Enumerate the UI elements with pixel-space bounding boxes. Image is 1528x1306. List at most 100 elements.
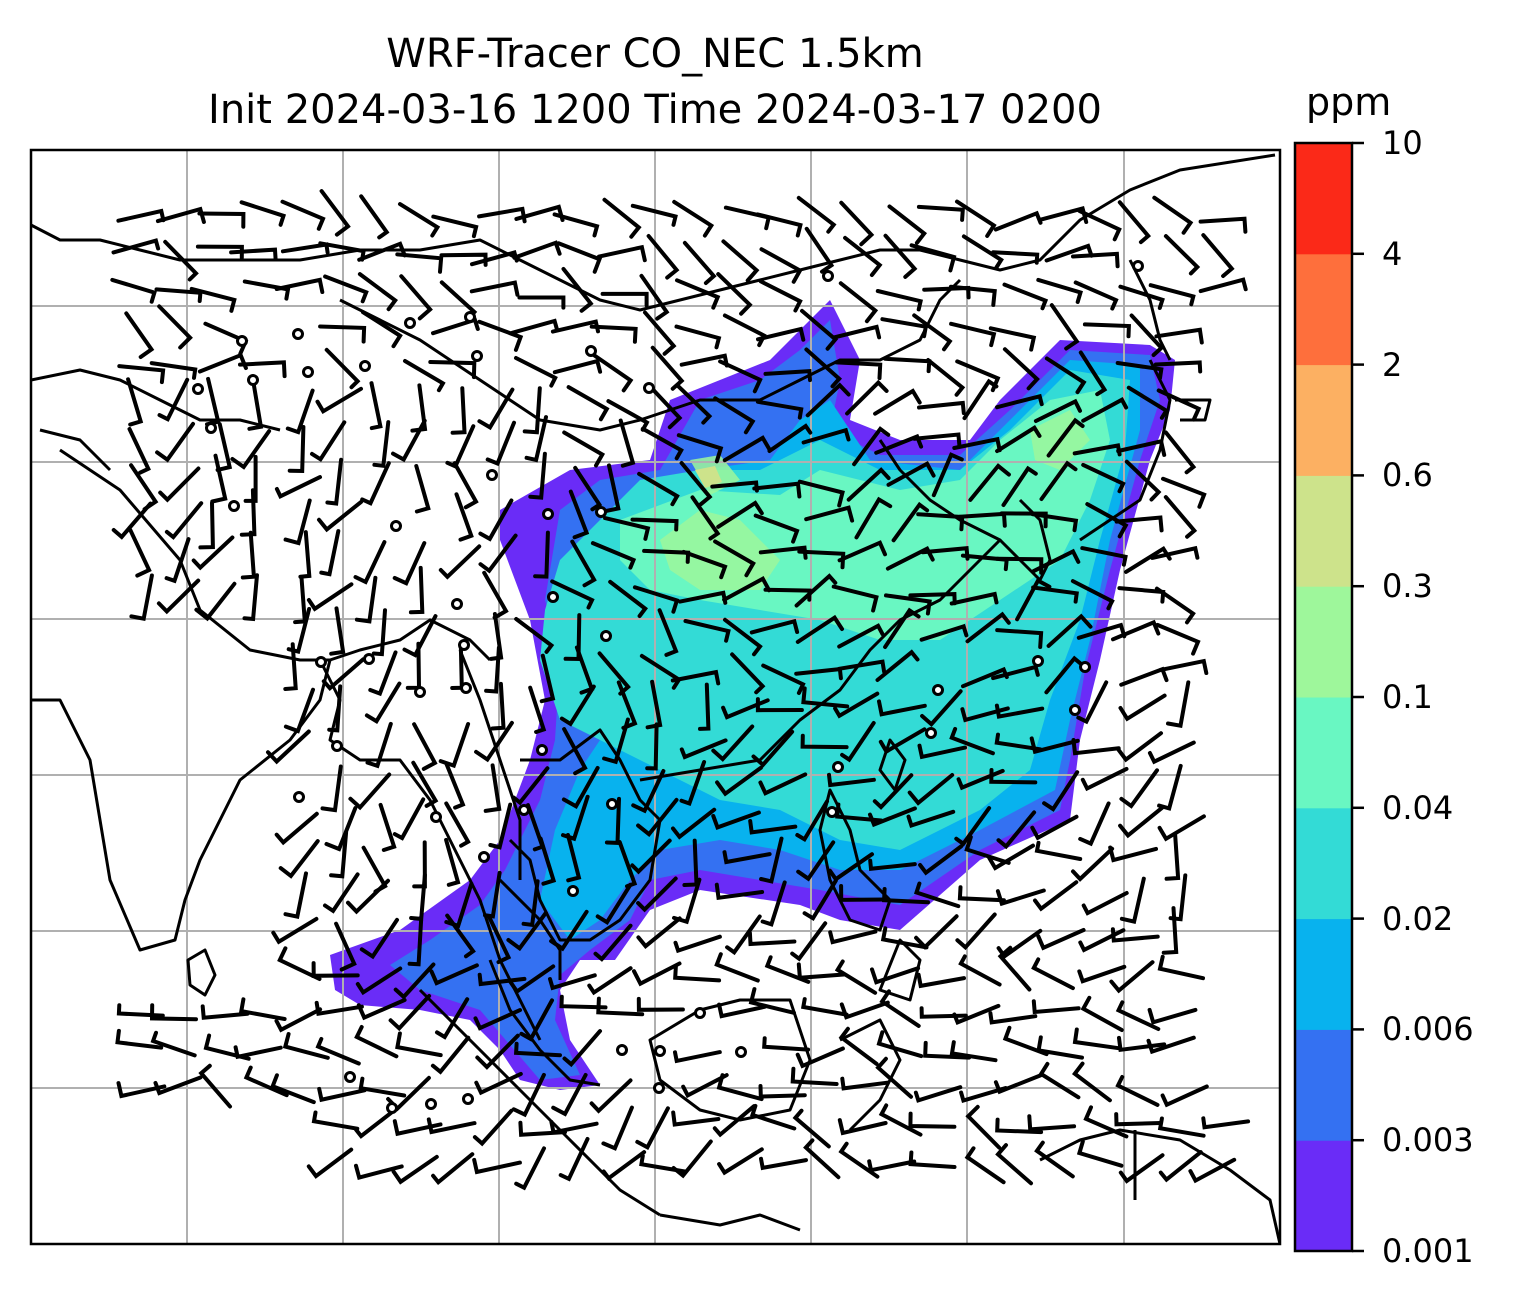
wind-barb <box>353 540 387 585</box>
wind-barb <box>913 1085 963 1103</box>
wind-barb <box>1111 619 1161 642</box>
wind-barb <box>758 279 803 313</box>
wind-barb <box>916 204 965 222</box>
colorbar-tick-label: 0.02 <box>1382 899 1454 938</box>
wind-barb <box>1038 206 1089 224</box>
wind-barb <box>636 916 682 950</box>
wind-barb <box>1117 200 1152 245</box>
plume-level-0.1 <box>660 410 1090 590</box>
wind-barb <box>157 304 193 350</box>
wind-barb <box>959 1086 1008 1103</box>
wind-barb <box>508 964 556 995</box>
calm-wind-marker <box>1079 661 1091 673</box>
wind-barb <box>603 463 621 514</box>
wind-barb <box>359 194 390 240</box>
wind-barb <box>752 481 802 499</box>
wind-barb <box>673 934 722 954</box>
calm-wind-marker <box>404 317 416 329</box>
wind-barb <box>968 463 1011 502</box>
colorbar-tick-label: 0.001 <box>1382 1232 1474 1270</box>
colorbar-segment <box>1295 918 1352 1030</box>
calm-wind-marker <box>390 520 402 532</box>
wind-barb <box>354 575 378 624</box>
wind-barb <box>469 280 520 297</box>
wind-barb <box>445 913 476 959</box>
wind-barb <box>1031 548 1081 574</box>
wind-barb <box>414 464 431 514</box>
wind-barb <box>906 809 956 829</box>
wind-barb <box>600 291 649 308</box>
wind-barb <box>153 1075 203 1096</box>
wind-barb <box>548 973 597 991</box>
calm-wind-marker <box>302 366 314 378</box>
colorbar-segment <box>1295 1029 1352 1141</box>
wind-barb <box>639 1153 687 1174</box>
wind-barb <box>931 452 964 498</box>
wind-barb <box>558 1137 590 1182</box>
wind-barb <box>949 321 997 348</box>
wind-barb <box>919 623 969 642</box>
wind-barb <box>996 810 1037 850</box>
calm-wind-marker <box>458 639 470 651</box>
wind-barb <box>1157 954 1205 981</box>
wind-barb <box>117 364 166 385</box>
wind-barb <box>636 996 685 1012</box>
wind-barb <box>795 799 829 843</box>
wind-barb <box>1078 350 1108 397</box>
wind-barb <box>287 425 306 474</box>
wind-barb <box>473 1008 522 1031</box>
wind-barb <box>645 722 659 771</box>
wind-barb <box>240 530 257 580</box>
wind-barb <box>1042 770 1080 812</box>
wind-barb <box>203 1033 251 1061</box>
wind-barb <box>1109 960 1155 994</box>
wind-barb <box>764 955 811 984</box>
wind-barb <box>758 772 808 796</box>
wind-barb <box>1073 280 1119 311</box>
colorbar-tick-label: 0.006 <box>1382 1010 1474 1049</box>
wind-barb <box>602 197 642 239</box>
calm-wind-marker <box>359 360 371 372</box>
calm-wind-marker <box>486 469 498 481</box>
calm-wind-marker <box>518 804 530 816</box>
wind-barb <box>712 1104 756 1138</box>
wind-barb <box>559 684 596 727</box>
wind-barb <box>1081 891 1129 916</box>
wind-barb <box>631 769 666 814</box>
wind-barb <box>796 840 836 882</box>
colorbar-segment <box>1295 475 1352 587</box>
wind-barb <box>711 724 755 762</box>
wind-barb <box>796 962 846 980</box>
wind-barb <box>868 858 917 872</box>
wind-barb <box>755 697 804 713</box>
wind-barb <box>988 326 1037 352</box>
wind-barb <box>887 204 928 245</box>
wind-barb <box>197 211 246 229</box>
wind-barb <box>306 582 354 612</box>
wind-barb <box>570 539 597 588</box>
wind-barb <box>285 388 315 435</box>
wind-barb <box>763 368 812 383</box>
wind-barb <box>995 1143 1033 1186</box>
calm-wind-marker <box>478 851 490 863</box>
wind-barb <box>1081 462 1126 494</box>
wind-barb <box>671 1110 721 1127</box>
wind-barb <box>760 880 787 927</box>
wind-barb <box>647 383 683 430</box>
colorbar-tick-label: 4 <box>1382 234 1403 273</box>
wind-barb <box>238 360 287 379</box>
wind-barb <box>965 611 1011 644</box>
wind-barb <box>1076 680 1109 725</box>
wind-barb <box>194 581 237 622</box>
colorbar-frame <box>1293 141 1354 1253</box>
wind-barb <box>488 802 513 850</box>
wind-barb <box>1110 927 1160 943</box>
wind-barb <box>510 318 559 335</box>
wind-barb <box>1163 430 1197 475</box>
wind-barb <box>1115 1075 1160 1107</box>
calm-wind-marker <box>694 1007 706 1019</box>
wind-barb <box>762 1036 811 1052</box>
wind-barb <box>839 884 888 902</box>
wind-barb <box>1108 845 1158 863</box>
wind-barb <box>280 199 326 231</box>
